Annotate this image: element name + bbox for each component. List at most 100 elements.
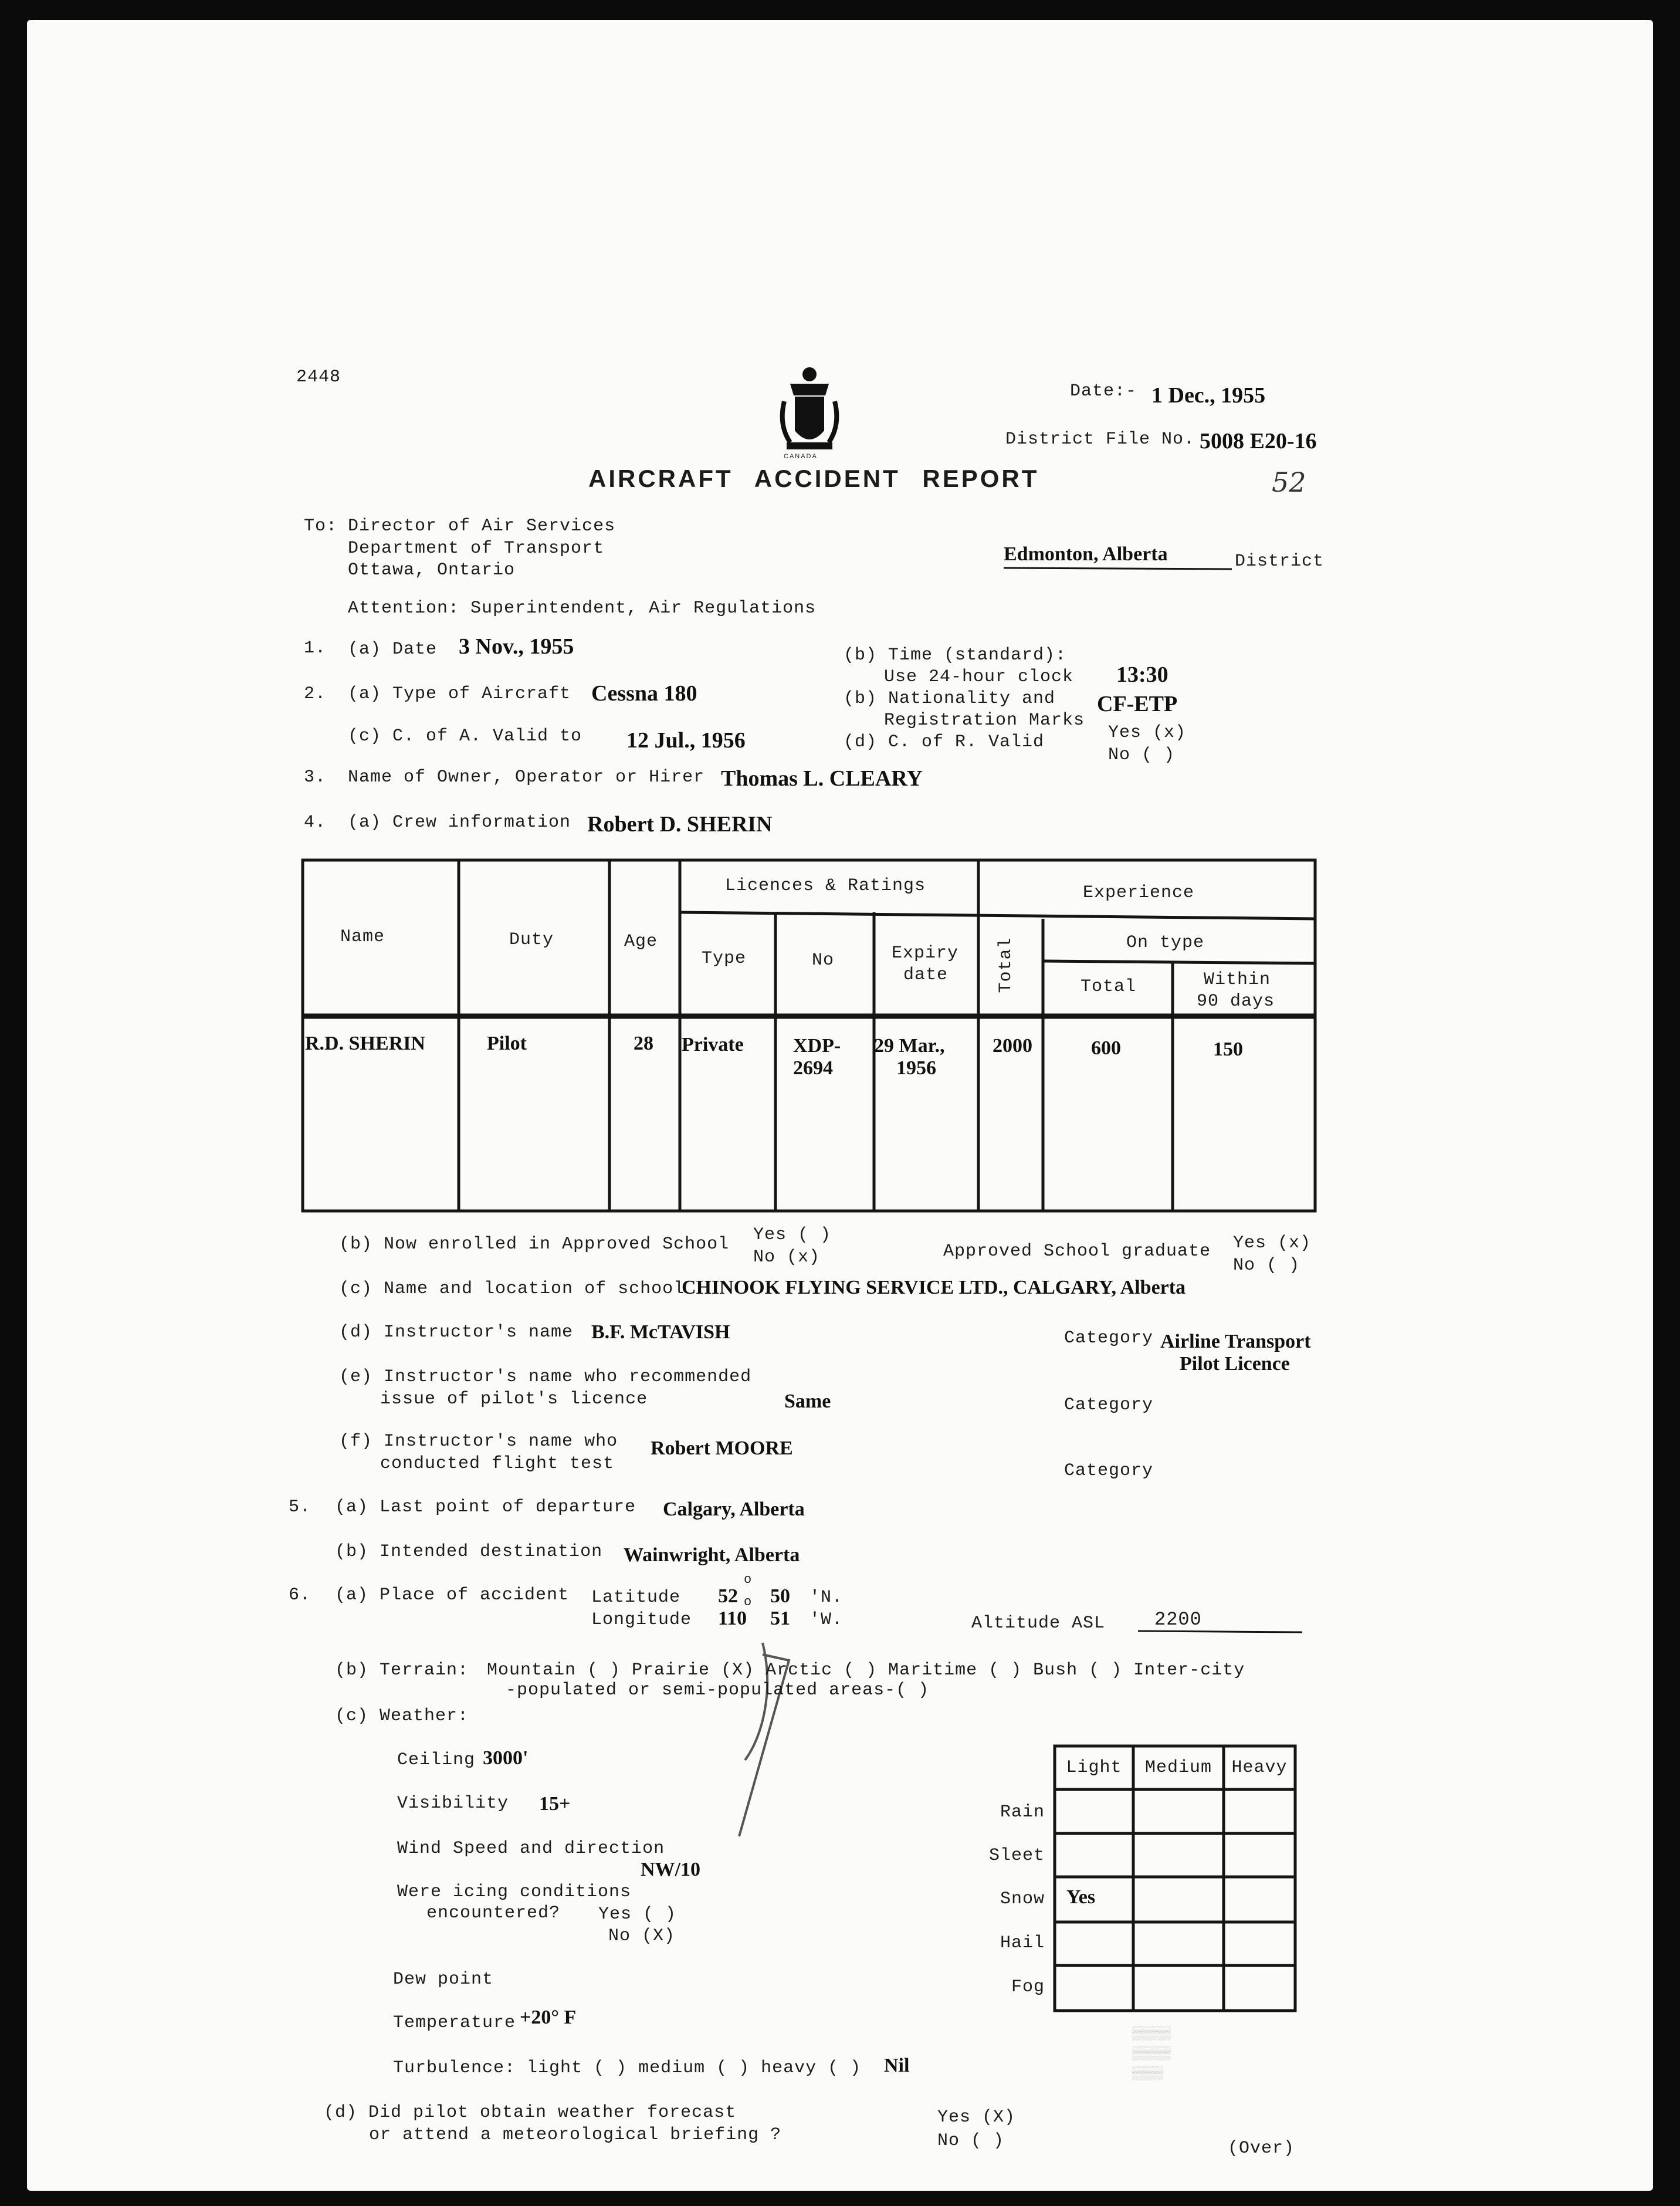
test-instructor-label: (f) Instructor's name who bbox=[339, 1432, 618, 1452]
section-number: 6. bbox=[289, 1585, 311, 1605]
handwritten-check-mark bbox=[738, 1642, 791, 1837]
nationality-label: (b) Nationality and bbox=[844, 689, 1056, 709]
altitude-underline bbox=[1137, 1630, 1303, 1633]
col-header-no: No bbox=[812, 950, 835, 970]
graduate-label: Approved School graduate bbox=[943, 1241, 1211, 1261]
precip-col-medium: Medium bbox=[1144, 1758, 1212, 1778]
col-header-total: Total bbox=[996, 937, 1016, 993]
precip-row-sleet: Sleet bbox=[988, 1846, 1045, 1866]
crew-duty: Pilot bbox=[487, 1033, 527, 1054]
departure-point: Calgary, Alberta bbox=[663, 1498, 805, 1520]
within-90-days: 150 bbox=[1213, 1038, 1243, 1060]
icing-yes: Yes ( ) bbox=[598, 1904, 677, 1924]
over-note: (Over) bbox=[1228, 2139, 1295, 2158]
section-number: 5. bbox=[289, 1497, 311, 1517]
accident-time: 13:30 bbox=[1116, 662, 1168, 687]
col-header-on-type: On type bbox=[1126, 933, 1205, 953]
faint-stamp: ▒▒▒▒▒ ▒▒▒▒▒ ▒▒▒▒ bbox=[1132, 2026, 1171, 2081]
district-underline bbox=[1003, 567, 1232, 570]
licence-expiry: 1956 bbox=[896, 1057, 936, 1079]
crew-value: Robert D. SHERIN bbox=[587, 812, 773, 837]
category-label: Category bbox=[1064, 1461, 1154, 1481]
precip-col-heavy: Heavy bbox=[1231, 1758, 1288, 1778]
icing-no: No (X) bbox=[608, 1926, 676, 1946]
date-label: Date:- bbox=[1070, 381, 1137, 401]
longitude-degrees: 110 bbox=[718, 1608, 747, 1629]
col-header-on-type-total: Total bbox=[1081, 977, 1137, 997]
category-label: Category bbox=[1064, 1395, 1154, 1415]
wind-label: Wind Speed and direction bbox=[397, 1839, 665, 1859]
forecast-question: or attend a meteorological briefing ? bbox=[369, 2125, 782, 2145]
cr-valid-no: No ( ) bbox=[1108, 745, 1176, 765]
terrain-options: Mountain ( ) Prairie (X) Arctic ( ) Mari… bbox=[487, 1660, 1245, 1680]
cr-valid-label: (d) C. of R. Valid bbox=[844, 732, 1045, 752]
section-number: 1. bbox=[304, 638, 327, 658]
forecast-yes: Yes (X) bbox=[937, 2107, 1016, 2127]
crew-age: 28 bbox=[634, 1033, 653, 1054]
col-header-type: Type bbox=[702, 949, 747, 969]
accident-report-page bbox=[27, 20, 1653, 2191]
ca-valid-label: (c) C. of A. Valid to bbox=[348, 726, 582, 746]
enrolled-label: (b) Now enrolled in Approved School bbox=[339, 1234, 730, 1254]
degree-symbol: o bbox=[744, 1595, 753, 1609]
file-label: District File No. bbox=[1005, 429, 1195, 449]
destination-label: (b) Intended destination bbox=[335, 1542, 603, 1562]
form-number: 2448 bbox=[296, 367, 341, 387]
registration-label: Registration Marks bbox=[884, 710, 1085, 730]
precip-row-fog: Fog bbox=[1011, 1977, 1045, 1997]
temperature-label: Temperature bbox=[393, 2013, 516, 2033]
time-sublabel: Use 24-hour clock bbox=[884, 667, 1074, 687]
longitude-minutes: 51 bbox=[770, 1608, 790, 1629]
weather-label: (c) Weather: bbox=[335, 1706, 469, 1726]
snow-light-value: Yes bbox=[1066, 1886, 1096, 1908]
col-header-name: Name bbox=[340, 927, 385, 947]
experience-total: 2000 bbox=[993, 1035, 1032, 1057]
recommending-instructor-label: issue of pilot's licence bbox=[380, 1389, 648, 1409]
departure-label: (a) Last point of departure bbox=[335, 1497, 636, 1517]
address-line: Ottawa, Ontario bbox=[348, 560, 516, 580]
latitude-label: Latitude bbox=[591, 1588, 681, 1608]
instructor-name: B.F. McTAVISH bbox=[591, 1321, 730, 1343]
precip-row-snow: Snow bbox=[1000, 1889, 1045, 1909]
ceiling-value: 3000' bbox=[483, 1747, 529, 1769]
altitude-label: Altitude ASL bbox=[971, 1613, 1106, 1633]
precip-row-hail: Hail bbox=[1000, 1933, 1045, 1953]
col-header-age: Age bbox=[624, 932, 658, 952]
turbulence-label: Turbulence: light ( ) medium ( ) heavy (… bbox=[393, 2058, 862, 2078]
section-number: 2. bbox=[304, 684, 327, 704]
graduate-no: No ( ) bbox=[1233, 1256, 1300, 1275]
district-label: District bbox=[1235, 552, 1325, 571]
enrolled-no: No (x) bbox=[753, 1247, 821, 1267]
licence-no: XDP- bbox=[793, 1035, 841, 1057]
licence-no: 2694 bbox=[793, 1057, 833, 1079]
on-type-total: 600 bbox=[1091, 1037, 1121, 1059]
destination: Wainwright, Alberta bbox=[624, 1544, 800, 1566]
visibility-label: Visibility bbox=[397, 1794, 509, 1813]
icing-label: Were icing conditions bbox=[397, 1882, 632, 1902]
col-header-within: 90 days bbox=[1197, 992, 1275, 1011]
handwritten-note: 52 bbox=[1272, 466, 1306, 498]
latitude-minutes: 50 bbox=[770, 1585, 790, 1607]
latitude-direction: 'N. bbox=[809, 1588, 844, 1608]
dew-point-label: Dew point bbox=[393, 1970, 494, 1990]
file-number: 5008 E20-16 bbox=[1200, 429, 1317, 454]
crew-label: (a) Crew information bbox=[348, 813, 571, 833]
accident-date-label: (a) Date bbox=[348, 640, 438, 659]
icing-label: encountered? bbox=[426, 1903, 561, 1923]
registration-marks: CF-ETP bbox=[1097, 692, 1178, 716]
ceiling-label: Ceiling bbox=[397, 1750, 476, 1770]
longitude-label: Longitude bbox=[591, 1610, 692, 1630]
enrolled-yes: Yes ( ) bbox=[753, 1225, 832, 1245]
to-label: To: bbox=[304, 516, 338, 536]
recommending-instructor: Same bbox=[784, 1390, 831, 1412]
section-number: 3. bbox=[304, 767, 327, 787]
crew-name: R.D. SHERIN bbox=[305, 1033, 425, 1054]
wind-value: NW/10 bbox=[641, 1859, 700, 1880]
forecast-no: No ( ) bbox=[937, 2131, 1005, 2151]
col-header-duty: Duty bbox=[509, 930, 554, 950]
col-header-experience: Experience bbox=[1083, 883, 1195, 903]
accident-date: 3 Nov., 1955 bbox=[459, 634, 574, 659]
cr-valid-yes: Yes (x) bbox=[1108, 723, 1187, 743]
place-label: (a) Place of accident bbox=[335, 1585, 570, 1605]
